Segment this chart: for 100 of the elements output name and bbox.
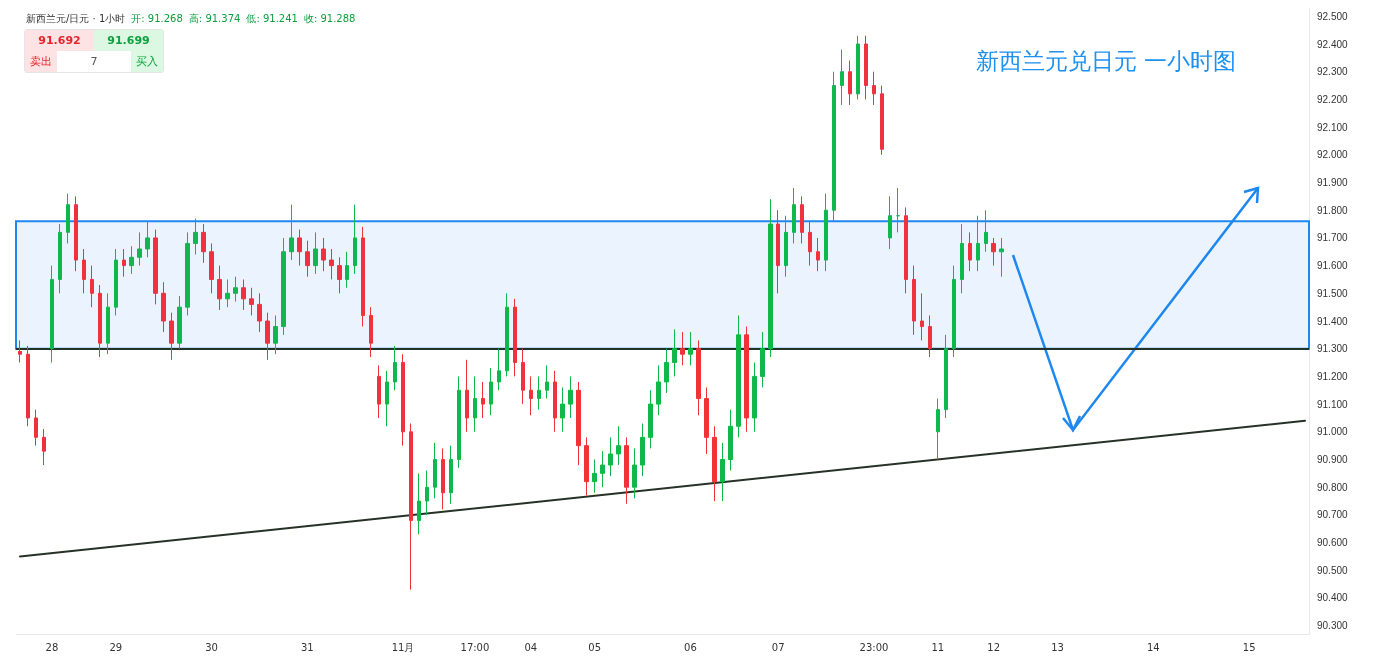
candlestick (928, 314, 932, 358)
candlestick (712, 425, 717, 502)
x-tick-label: 11月 (391, 641, 415, 653)
candlestick (936, 398, 940, 460)
candlestick (912, 265, 916, 336)
candlestick (417, 472, 421, 535)
annotation: 高: 91.374 (188, 13, 241, 24)
candlestick (976, 215, 980, 272)
candlestick (114, 248, 118, 316)
candlestick (560, 386, 565, 433)
candlestick (728, 409, 733, 472)
candlestick (82, 248, 86, 294)
candlestick (592, 459, 597, 494)
candlestick (944, 334, 948, 419)
candlestick (393, 345, 397, 391)
candlestick (904, 206, 908, 294)
candlestick (18, 339, 22, 364)
candlestick (98, 284, 102, 358)
candlestick (425, 470, 429, 516)
candlestick (832, 71, 836, 222)
candlestick (377, 364, 381, 419)
text: 新西兰元兑日元 一小时图 (975, 47, 1236, 74)
candlestick (90, 265, 94, 308)
candlestick (744, 326, 749, 433)
candlestick (864, 35, 868, 100)
candlestick (816, 237, 820, 272)
candlestick (50, 265, 54, 364)
candlestick (545, 364, 549, 400)
y-tick-label: 91.100 (1317, 398, 1349, 410)
candlestick (74, 195, 78, 272)
x-tick-label: 23:00 (859, 641, 889, 653)
candlestick (249, 287, 254, 316)
y-tick-label: 90.600 (1317, 537, 1349, 549)
candlestick (337, 256, 342, 294)
candlestick (696, 339, 701, 416)
candlestick (257, 292, 262, 333)
x-tick-label: 04 (524, 641, 538, 653)
candlestick (481, 381, 485, 419)
candlestick (161, 281, 166, 333)
candlestick (952, 265, 956, 358)
candlestick (656, 364, 661, 416)
candlestick (289, 204, 294, 261)
candlestick (305, 240, 310, 278)
candlestick (209, 242, 214, 294)
candlestick (345, 251, 349, 289)
y-tick-label: 91.800 (1317, 204, 1349, 216)
candlestick (385, 370, 389, 427)
candlestick (137, 231, 142, 267)
candlestick (888, 195, 892, 250)
candlestick (265, 312, 270, 361)
annotation: 91.692 (25, 30, 94, 51)
candlestick (233, 276, 238, 303)
candlestick (648, 389, 653, 449)
candlestick (193, 218, 198, 256)
y-tick-label: 92.500 (1317, 10, 1349, 22)
candlestick (776, 209, 780, 294)
text: 新西兰元/日元 · 1小时 (26, 13, 126, 24)
candlestick (505, 292, 509, 377)
y-tick-label: 91.300 (1317, 343, 1349, 355)
y-tick-label: 90.300 (1317, 620, 1349, 632)
candlestick (122, 248, 126, 278)
candlestick (297, 229, 302, 267)
candlestick (513, 298, 517, 377)
y-tick-label: 91.000 (1317, 426, 1349, 438)
candlestick (616, 425, 621, 466)
x-tick-label: 14 (1146, 641, 1160, 653)
candlestick (640, 422, 645, 477)
annotation: 低: 91.241 (246, 13, 298, 24)
y-tick-label: 91.700 (1317, 232, 1349, 244)
candlestick (26, 345, 30, 427)
annotation: 7 (89, 55, 99, 68)
candlestick (321, 237, 326, 272)
x-tick-label: 07 (771, 641, 785, 653)
y-tick-label: 91.400 (1317, 315, 1349, 327)
candlestick (177, 295, 182, 350)
x-tick-label: 13 (1051, 641, 1064, 653)
candlestick (872, 71, 876, 106)
candlestick (760, 331, 765, 388)
candlestick (441, 447, 445, 510)
candlestick (848, 60, 852, 106)
candlestick (361, 226, 365, 328)
candlestick (752, 362, 757, 433)
candlestick (880, 85, 884, 156)
candlestick (465, 359, 469, 433)
candlestick (537, 375, 541, 411)
x-tick-label: 28 (45, 641, 59, 653)
candlestick (808, 220, 812, 267)
candlestick (968, 231, 972, 272)
candlestick (241, 278, 246, 311)
x-tick-label: 29 (109, 641, 123, 653)
candlestick (58, 223, 62, 294)
candlestick (401, 353, 405, 447)
candlestick (720, 442, 725, 502)
y-tick-label: 92.300 (1317, 66, 1349, 78)
candlestick (991, 237, 996, 267)
y-tick-label: 90.500 (1317, 564, 1349, 576)
candlestick (600, 450, 605, 488)
candlestick (568, 375, 573, 419)
candlestick (457, 375, 461, 469)
x-tick-label: 31 (300, 641, 314, 653)
